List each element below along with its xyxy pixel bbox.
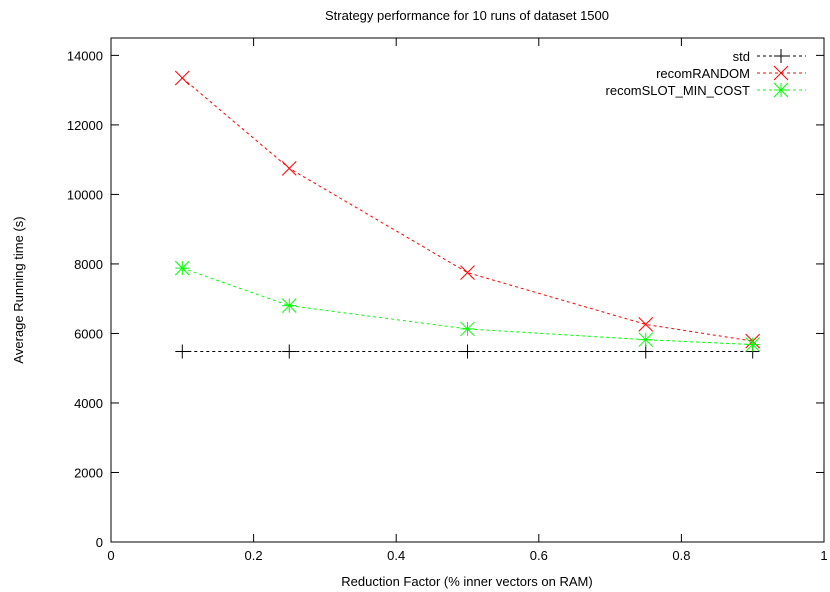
x-axis-label: Reduction Factor (% inner vectors on RAM… [341,574,592,589]
legend-label: recomRANDOM [656,66,750,81]
x-tick-label: 1 [820,548,827,563]
y-tick-label: 10000 [67,187,103,202]
y-tick-label: 0 [96,535,103,550]
x-tick-label: 0 [107,548,114,563]
y-tick-label: 6000 [74,326,103,341]
legend-label: std [733,49,750,64]
data-point [638,317,654,332]
y-axis: 0 2000 4000 6000 8000 10000 12000 14000 [67,48,824,550]
series-line [181,77,753,342]
data-point [745,337,761,352]
x-tick-label: 0.6 [530,548,548,563]
x-axis: 0 0.2 0.4 0.6 0.8 1 [107,38,828,563]
data-point [174,260,190,276]
y-tick-label: 8000 [74,257,103,272]
chart-title: Strategy performance for 10 runs of data… [325,8,609,23]
data-point [281,298,297,313]
series-layer [174,70,761,359]
data-point [282,344,297,359]
series-recomRANDOM [174,70,761,349]
series-recomSLOT_MIN_COST [174,260,761,352]
legend: std recomRANDOM recomSLOT_MIN_COST [606,49,806,98]
y-tick-label: 14000 [67,48,103,63]
legend-label: recomSLOT_MIN_COST [606,83,751,98]
legend-marker [773,65,789,81]
y-axis-label: Average Running time (s) [11,216,26,363]
data-point [638,344,653,359]
data-point [460,344,475,359]
y-tick-label: 12000 [67,118,103,133]
x-tick-label: 0.2 [245,548,263,563]
plot-frame [110,37,825,543]
x-tick-label: 0.4 [387,548,405,563]
data-point [281,160,297,176]
y-tick-label: 2000 [74,465,103,480]
y-tick-label: 4000 [74,396,103,411]
data-point [638,332,654,348]
data-point [175,344,190,359]
legend-marker [774,49,788,63]
data-point [460,265,475,280]
legend-marker [773,82,789,98]
data-point [460,321,475,337]
data-point [174,70,190,86]
series-std [175,344,760,359]
x-tick-label: 0.8 [672,548,690,563]
